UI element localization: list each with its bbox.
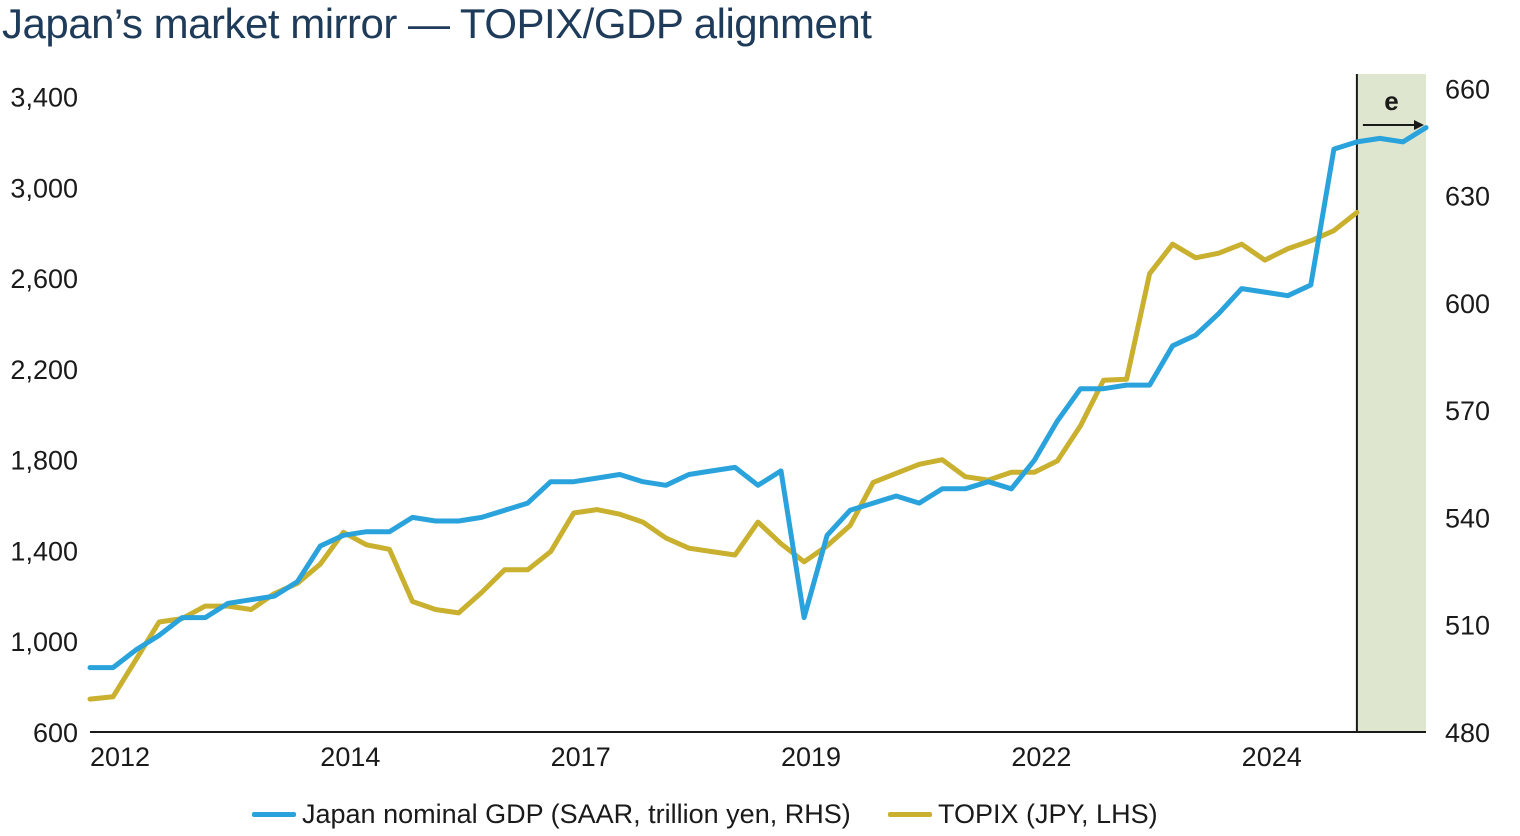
chart-svg: e 600 1,000 1,400 1,800 2,200 2,600 3,000 3,400 4…: [10, 74, 1490, 772]
y-right-tick-label: 480: [1445, 718, 1490, 748]
legend-swatch-gdp: [252, 811, 296, 817]
x-tick-label: 2022: [1011, 742, 1071, 772]
y-left-tick-label: 600: [33, 718, 78, 748]
topix-series-line: [87, 209, 1360, 702]
legend-swatch-topix: [888, 811, 932, 817]
x-tick-label: 2024: [1242, 742, 1302, 772]
gdp-series-line: [87, 125, 1429, 671]
y-right-tick-label: 630: [1445, 182, 1490, 212]
x-tick-label: 2014: [320, 742, 380, 772]
y-right-tick-label: 510: [1445, 611, 1490, 641]
y-right-tick-label: 570: [1445, 396, 1490, 426]
legend-item-topix: TOPIX (JPY, LHS): [888, 794, 1158, 834]
y-right-tick-label: 540: [1445, 503, 1490, 533]
y-right-tick-label: 600: [1445, 289, 1490, 319]
y-left-tick-label: 3,400: [10, 83, 78, 113]
legend: Japan nominal GDP (SAAR, trillion yen, R…: [0, 794, 1520, 834]
y-left-tick-label: 1,400: [10, 536, 78, 566]
x-tick-label: 2019: [781, 742, 841, 772]
chart-title: Japan’s market mirror — TOPIX/GDP alignm…: [2, 0, 872, 47]
y-left-tick-label: 1,000: [10, 627, 78, 657]
x-tick-label: 2017: [551, 742, 611, 772]
forecast-band: [1356, 74, 1426, 732]
y-left-tick-label: 3,000: [10, 173, 78, 203]
y-left-tick-label: 1,800: [10, 446, 78, 476]
legend-label-gdp: Japan nominal GDP (SAAR, trillion yen, R…: [302, 798, 851, 829]
forecast-arrow-head: [1414, 120, 1424, 130]
y-left-tick-label: 2,600: [10, 264, 78, 294]
forecast-label: e: [1384, 86, 1398, 116]
y-right-tick-label: 660: [1445, 74, 1490, 104]
legend-label-topix: TOPIX (JPY, LHS): [938, 798, 1158, 829]
x-tick-label: 2012: [90, 742, 150, 772]
y-left-tick-label: 2,200: [10, 355, 78, 385]
legend-item-gdp: Japan nominal GDP (SAAR, trillion yen, R…: [252, 794, 851, 834]
